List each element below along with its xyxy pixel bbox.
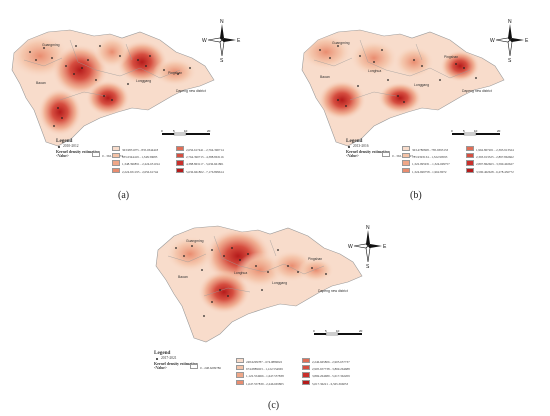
place-label-longhua-c: Longhua [234, 271, 247, 275]
legend-c: Legend 2017-2021 Kernel density estimati… [154, 350, 234, 371]
legend-kde-label: Kernel density estimation [346, 149, 390, 154]
map-panel-c: Guangming Baoan Longhua Longgang Pingsha… [155, 225, 363, 343]
place-label-dapeng-b: Dapeng new district [462, 89, 492, 93]
place-label-longgang-b: Longgang [414, 83, 429, 87]
map-panel-b: Guangming Baoan Longhua Longgang Pingsha… [301, 29, 505, 147]
panel-b: Guangming Baoan Longhua Longgang Pingsha… [290, 0, 550, 205]
svg-text:0: 0 [451, 129, 453, 133]
svg-text:S: S [220, 58, 224, 62]
svg-text:W: W [348, 244, 353, 250]
place-label-dapeng-a: Dapeng new district [176, 89, 206, 93]
svg-text:W: W [490, 38, 495, 44]
svg-text:E: E [383, 244, 387, 250]
place-label-baoan-b: Baoan [320, 75, 330, 79]
svg-text:10: 10 [184, 129, 188, 133]
svg-text:0: 0 [313, 329, 315, 333]
place-label-pingshan-a: Pingshan [168, 71, 182, 75]
caption-a: (a) [118, 190, 130, 201]
svg-text:S: S [508, 58, 512, 62]
legend-kde-label: Kernel density estimation [154, 361, 198, 366]
svg-text:5: 5 [463, 129, 465, 133]
scale-bar-b: 0 5 10 20 [451, 129, 501, 136]
legend-kde-label: Kernel density estimation [56, 149, 100, 154]
compass-b: N E S W [490, 19, 529, 62]
svg-text:N: N [508, 19, 512, 25]
panel-c: Guangming Baoan Longhua Longgang Pingsha… [140, 210, 410, 416]
svg-text:E: E [237, 38, 241, 44]
svg-text:10: 10 [336, 329, 340, 333]
svg-text:S: S [366, 264, 370, 268]
point-symbol-icon [58, 145, 60, 148]
svg-text:20: 20 [497, 129, 501, 133]
place-label-pingshan-c: Pingshan [308, 257, 322, 261]
legend-title: Legend [56, 138, 73, 144]
legend-value-label: <Value> [346, 154, 359, 158]
place-label-longgang-c: Longgang [272, 281, 287, 285]
legend-title: Legend [346, 138, 363, 144]
point-symbol-icon [156, 357, 158, 360]
svg-text:5: 5 [173, 129, 175, 133]
caption-b: (b) [410, 190, 422, 201]
place-label-longgang-a: Longgang [136, 79, 151, 83]
svg-text:20: 20 [207, 129, 211, 133]
svg-text:N: N [366, 225, 370, 231]
place-label-guangming-b: Guangming [332, 41, 350, 45]
svg-text:10: 10 [474, 129, 478, 133]
sample-points-a [29, 45, 191, 127]
map-panel-a: Guangming Baoan Longgang Pingshan Dapeng… [11, 29, 215, 147]
panel-a: Guangming Baoan Longgang Pingshan Dapeng… [0, 0, 260, 205]
legend-b: Legend 2013-2016 Kernel density estimati… [346, 138, 426, 159]
point-symbol-icon [348, 145, 350, 148]
svg-text:W: W [202, 38, 207, 44]
place-label-guangming-a: Guangming [42, 43, 60, 47]
svg-text:E: E [525, 38, 529, 44]
legend-point-label: 2013-2016 [353, 144, 369, 148]
legend-point-label: 2010-2012 [63, 144, 79, 148]
scale-bar-c: 0 5 10 20 [313, 329, 363, 336]
place-label-baoan-a: Baoan [36, 81, 46, 85]
svg-text:5: 5 [325, 329, 327, 333]
svg-text:0: 0 [161, 129, 163, 133]
legend-value-label: <Value> [154, 366, 167, 370]
legend-value-label: <Value> [56, 154, 69, 158]
sample-points-b [319, 45, 477, 107]
place-label-longhua-b: Longhua [368, 69, 381, 73]
scale-bar-a: 0 5 10 20 [161, 129, 211, 136]
svg-text:N: N [220, 19, 224, 25]
svg-text:20: 20 [359, 329, 363, 333]
legend-point-label: 2017-2021 [161, 356, 177, 360]
legend-title: Legend [154, 350, 171, 356]
place-label-guangming-c: Guangming [186, 239, 204, 243]
caption-c: (c) [268, 400, 280, 411]
compass-a: N E S W [202, 19, 241, 62]
place-label-pingshan-b: Pingshan [444, 55, 458, 59]
compass-c: N E S W [348, 225, 387, 268]
legend-a: Legend 2010-2012 Kernel density estimati… [56, 138, 136, 159]
place-label-baoan-c: Baoan [178, 275, 188, 279]
sample-points-c [175, 245, 327, 317]
place-label-dapeng-c: Dapeng new district [318, 289, 348, 293]
